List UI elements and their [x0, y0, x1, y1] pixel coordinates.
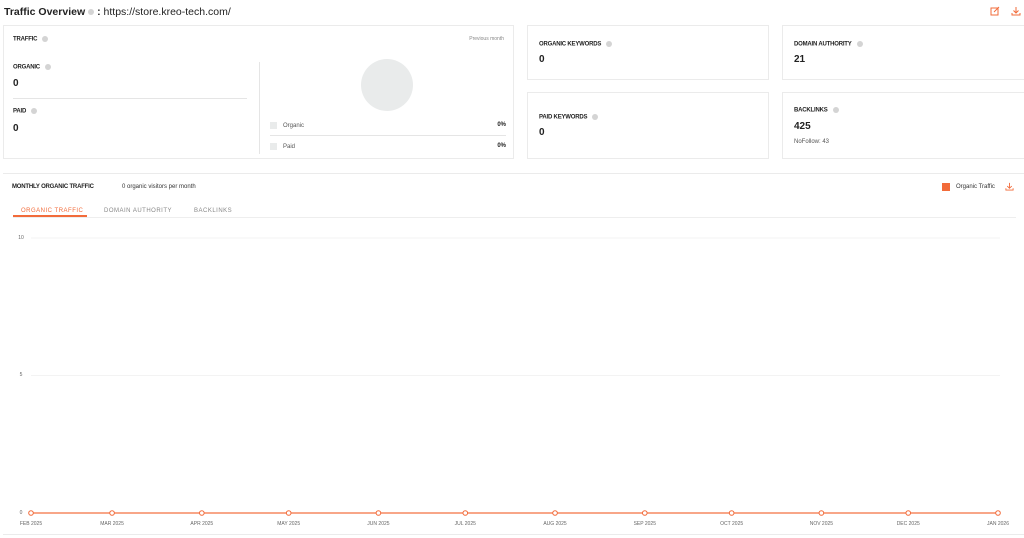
tab-backlinks[interactable]: BACKLINKS: [194, 208, 233, 214]
data-point: [905, 510, 912, 516]
x-tick: JAN 2026: [987, 521, 1009, 527]
x-tick: JUN 2025: [367, 521, 390, 527]
y-tick: 0: [19, 510, 23, 516]
info-icon: [856, 41, 863, 47]
x-tick: OCT 2025: [720, 521, 744, 527]
traffic-card: TRAFFIC Previous month ORGANIC 0 PAID 0 …: [3, 25, 514, 159]
x-tick: DEC 2025: [896, 521, 920, 527]
data-point: [818, 510, 825, 516]
legend-label[interactable]: Organic Traffic: [956, 184, 995, 190]
paid-value: 0: [13, 123, 19, 134]
separator: :: [97, 6, 101, 18]
data-point: [728, 510, 735, 516]
site-url: https://store.kreo-tech.com/: [103, 6, 231, 18]
download-icon[interactable]: [1011, 6, 1021, 16]
period-label: Previous month: [469, 36, 504, 42]
paid-keywords-value: 0: [539, 127, 545, 138]
y-tick: 5: [19, 372, 23, 378]
info-icon: [592, 114, 599, 120]
info-icon: [88, 9, 95, 16]
info-icon: [44, 64, 51, 70]
tab-organic-traffic[interactable]: ORGANIC TRAFFIC: [21, 208, 84, 214]
x-tick: APR 2025: [190, 521, 214, 527]
tab-domain-authority[interactable]: DOMAIN AUTHORITY: [104, 208, 173, 214]
organic-keywords-value: 0: [539, 54, 545, 65]
organic-value: 0: [13, 78, 19, 89]
info-icon: [606, 41, 613, 47]
y-tick: 10: [18, 235, 24, 241]
info-icon: [832, 107, 839, 113]
monthly-subtitle: 0 organic visitors per month: [122, 184, 196, 190]
page-header: Traffic Overview: https://store.kreo-tec…: [4, 6, 231, 18]
data-point: [285, 510, 292, 516]
x-tick: AUG 2025: [543, 521, 567, 527]
data-point: [552, 510, 558, 516]
legend-swatch: [942, 183, 950, 191]
paid-keywords-card: PAID KEYWORDS 0: [527, 92, 769, 159]
monthly-title: MONTHLY ORGANIC TRAFFIC: [12, 184, 94, 190]
info-icon: [31, 108, 38, 114]
organic-label: ORGANIC: [13, 64, 51, 71]
data-point: [375, 510, 382, 516]
x-tick: NOV 2025: [809, 521, 834, 527]
nofollow-count: NoFollow: 43: [794, 139, 830, 145]
data-point: [641, 510, 648, 516]
traffic-pie: [361, 59, 413, 111]
data-point: [28, 510, 34, 516]
x-tick: MAR 2025: [100, 521, 124, 527]
x-tick: FEB 2025: [19, 521, 43, 527]
x-tick: JUL 2025: [454, 521, 476, 527]
page-title: Traffic Overview: [4, 6, 86, 18]
data-point: [995, 510, 1001, 516]
organic-keywords-card: ORGANIC KEYWORDS 0: [527, 25, 769, 80]
backlinks-value: 425: [794, 121, 811, 132]
x-tick: MAY 2025: [277, 521, 301, 527]
domain-authority-value: 21: [794, 54, 806, 65]
monthly-traffic-card: [3, 173, 1024, 535]
chart-download-icon[interactable]: [1005, 182, 1014, 191]
info-icon: [42, 36, 49, 42]
legend-organic: Organic 0%: [270, 122, 506, 129]
data-point: [462, 510, 469, 516]
x-tick: SEP 2025: [633, 521, 656, 527]
legend-paid: Paid 0%: [270, 143, 506, 150]
data-point: [199, 510, 205, 516]
domain-authority-card: DOMAIN AUTHORITY 21: [782, 25, 1024, 80]
paid-label: PAID: [13, 108, 38, 115]
traffic-label: TRAFFIC: [13, 36, 49, 43]
data-point: [109, 510, 115, 516]
edit-icon[interactable]: [990, 6, 1000, 16]
backlinks-card: BACKLINKS 425 NoFollow: 43: [782, 92, 1024, 159]
